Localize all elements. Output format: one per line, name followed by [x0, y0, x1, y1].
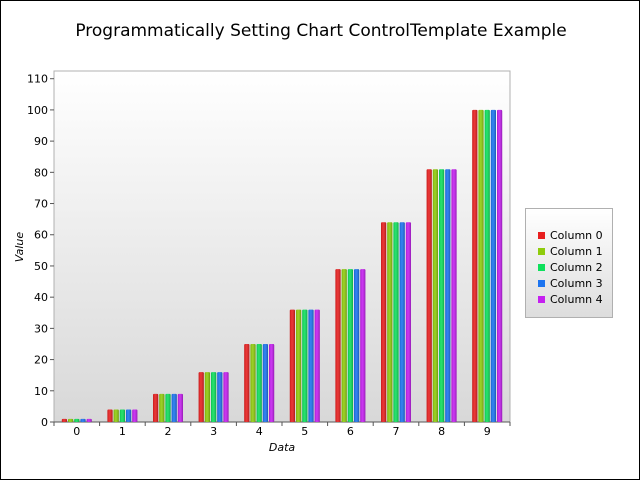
bar-shade — [405, 222, 411, 422]
x-tick-label: 6 — [347, 425, 354, 438]
bar-shade — [61, 418, 67, 422]
legend-label: Column 2 — [550, 260, 603, 274]
x-tick-label: 4 — [256, 425, 263, 438]
bar-shade — [107, 409, 113, 422]
y-tick-label: 110 — [27, 73, 48, 86]
bar-shade — [341, 269, 347, 422]
bar-shade — [393, 222, 399, 422]
x-tick-label: 3 — [210, 425, 217, 438]
bar-shade — [223, 372, 229, 422]
bar-shade — [244, 343, 250, 422]
bar-shade — [86, 418, 92, 422]
bar-shade — [484, 109, 490, 422]
legend-swatch — [538, 247, 545, 255]
bar-shade — [204, 372, 210, 422]
bar-shade — [126, 409, 132, 422]
x-tick-label: 5 — [301, 425, 308, 438]
legend-label: Column 0 — [550, 228, 603, 242]
y-tick-label: 60 — [34, 229, 48, 242]
bar-shade — [308, 309, 314, 422]
legend-swatch — [538, 263, 545, 271]
y-tick-label: 30 — [34, 322, 48, 335]
bar-shade — [165, 393, 171, 422]
y-tick-label: 90 — [34, 135, 48, 148]
legend-swatch — [538, 295, 545, 303]
legend-swatch — [538, 279, 545, 287]
y-tick-label: 10 — [34, 385, 48, 398]
bar-shade — [439, 169, 445, 422]
x-tick-label: 8 — [438, 425, 445, 438]
legend-label: Column 1 — [550, 244, 603, 258]
bar-shade — [472, 109, 478, 422]
y-tick-label: 20 — [34, 354, 48, 367]
legend-item: Column 2 — [538, 259, 612, 275]
bar-shade — [314, 309, 320, 422]
bar-shade — [256, 343, 262, 422]
chart-title: Programmatically Setting Chart ControlTe… — [75, 21, 567, 41]
bar-shade — [68, 418, 74, 422]
bar-shade — [478, 109, 484, 422]
x-tick-label: 9 — [484, 425, 491, 438]
legend-item: Column 3 — [538, 275, 612, 291]
bar-shade — [171, 393, 177, 422]
y-tick-label: 40 — [34, 291, 48, 304]
bar-shade — [302, 309, 308, 422]
y-tick-label: 70 — [34, 198, 48, 211]
x-axis-label: Data — [269, 441, 296, 454]
y-tick-label: 100 — [27, 104, 48, 117]
bar-shade — [445, 169, 451, 422]
legend-label: Column 4 — [550, 292, 603, 306]
bar-shade — [80, 418, 86, 422]
legend: Column 0 Column 1 Column 2 Column 3 Column 4 — [525, 208, 613, 318]
bar-shade — [490, 109, 496, 422]
bar-shade — [211, 372, 217, 422]
legend-label: Column 3 — [550, 276, 603, 290]
legend-item: Column 0 — [538, 227, 612, 243]
bar-shade — [289, 309, 295, 422]
bar-shade — [119, 409, 125, 422]
bar-shade — [132, 409, 138, 422]
bar-shade — [296, 309, 302, 422]
legend-item: Column 4 — [538, 291, 612, 307]
bar-shade — [387, 222, 393, 422]
bar-shade — [113, 409, 119, 422]
legend-item: Column 1 — [538, 243, 612, 259]
bar-shade — [381, 222, 387, 422]
bar-shade — [153, 393, 159, 422]
bar-shade — [159, 393, 165, 422]
y-tick-label: 80 — [34, 166, 48, 179]
bar-shade — [347, 269, 353, 422]
bar-shade — [426, 169, 432, 422]
bar-shade — [451, 169, 457, 422]
bar-shade — [177, 393, 183, 422]
bar-shade — [432, 169, 438, 422]
bar-shade — [269, 343, 275, 422]
x-tick-label: 1 — [119, 425, 126, 438]
y-tick-label: 0 — [41, 416, 48, 429]
bar-shade — [217, 372, 223, 422]
bar-shade — [262, 343, 268, 422]
y-tick-label: 50 — [34, 260, 48, 273]
legend-swatch — [538, 231, 545, 239]
bar-shade — [360, 269, 366, 422]
bar-shade — [74, 418, 80, 422]
y-axis-label: Value — [13, 232, 26, 263]
bar-shade — [250, 343, 256, 422]
x-tick-label: 0 — [73, 425, 80, 438]
bar-shade — [354, 269, 360, 422]
bar-shade — [497, 109, 503, 422]
bar-shade — [335, 269, 341, 422]
bar-shade — [399, 222, 405, 422]
bar-shade — [198, 372, 204, 422]
x-tick-label: 2 — [165, 425, 172, 438]
x-tick-label: 7 — [393, 425, 400, 438]
